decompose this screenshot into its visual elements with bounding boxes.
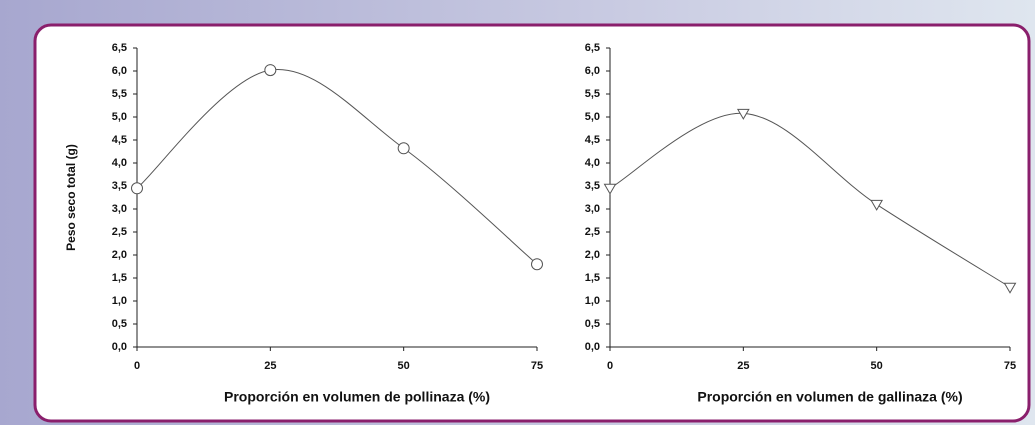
marker (1003, 282, 1017, 294)
y-tick-label: 1,5 (112, 272, 127, 284)
y-tick-label: 5,5 (112, 88, 127, 100)
y-tick-label: 3,0 (112, 203, 127, 215)
y-tick-label: 1,0 (112, 295, 127, 307)
panel (33, 23, 1031, 423)
y-tick-label: 5,0 (585, 111, 600, 123)
marker (736, 108, 750, 120)
y-tick-label: 0,5 (585, 318, 600, 330)
y-tick-label: 6,5 (585, 42, 600, 54)
x-axis-label: Proporción en volumen de pollinaza (%) (224, 389, 490, 405)
x-tick-label: 50 (871, 360, 883, 372)
y-tick-label: 0,0 (112, 341, 127, 353)
x-tick-label: 25 (737, 360, 749, 372)
marker (397, 142, 410, 155)
x-tick-label: 75 (1004, 360, 1016, 372)
marker (603, 183, 617, 195)
y-tick-label: 6,5 (112, 42, 127, 54)
y-tick-label: 3,0 (585, 203, 600, 215)
marker (131, 182, 143, 195)
x-tick-label: 25 (264, 360, 276, 372)
y-tick-label: 6,0 (585, 65, 600, 77)
y-tick-label: 4,0 (585, 157, 600, 169)
y-tick-label: 3,5 (585, 180, 600, 192)
y-tick-label: 2,0 (112, 249, 127, 261)
y-axis-label: Peso seco total (g) (64, 144, 78, 251)
x-tick-label: 0 (607, 360, 613, 372)
x-tick-label: 75 (531, 360, 543, 372)
y-tick-label: 3,5 (112, 180, 127, 192)
y-tick-label: 4,5 (112, 134, 127, 146)
y-tick-label: 0,0 (585, 341, 600, 353)
y-tick-label: 6,0 (112, 65, 127, 77)
marker (531, 258, 543, 271)
y-tick-label: 4,0 (112, 157, 127, 169)
marker (870, 199, 884, 211)
x-tick-label: 50 (398, 360, 410, 372)
y-tick-label: 2,5 (585, 226, 600, 238)
y-tick-label: 0,5 (112, 318, 127, 330)
curve (136, 69, 538, 265)
y-tick-label: 1,0 (585, 295, 600, 307)
curve (609, 112, 1011, 288)
y-tick-label: 5,5 (585, 88, 600, 100)
y-tick-label: 2,0 (585, 249, 600, 261)
y-tick-label: 1,5 (585, 272, 600, 284)
y-tick-label: 2,5 (112, 226, 127, 238)
marker (264, 64, 277, 77)
y-tick-label: 5,0 (112, 111, 127, 123)
x-tick-label: 0 (134, 360, 140, 372)
x-axis-label: Proporción en volumen de gallinaza (%) (697, 389, 962, 405)
y-tick-label: 4,5 (585, 134, 600, 146)
